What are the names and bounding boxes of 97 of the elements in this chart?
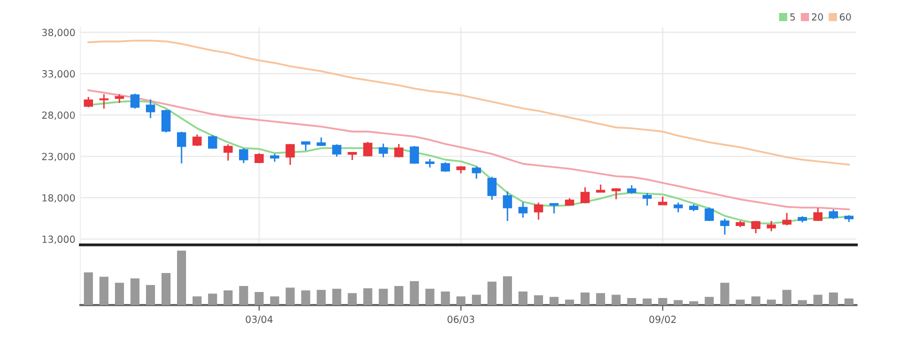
bar [332, 288, 342, 306]
candlestick [580, 186, 590, 204]
candlestick [208, 134, 218, 150]
bar [394, 286, 404, 306]
candlestick [410, 145, 419, 164]
bar [348, 293, 357, 306]
bar [270, 296, 280, 306]
bar [642, 298, 652, 306]
bar [766, 300, 776, 306]
bar [130, 278, 140, 306]
bar [502, 276, 512, 306]
bar [472, 294, 481, 306]
bar [363, 288, 372, 306]
line-series [88, 89, 850, 210]
candlestick [332, 144, 342, 158]
bar [580, 292, 590, 306]
y-tick-label: 23,000 [42, 152, 75, 162]
candlestick [146, 98, 156, 119]
bar [425, 288, 434, 306]
bar [674, 300, 683, 306]
candlestick [440, 162, 450, 173]
candlestick [751, 220, 760, 234]
bar [440, 291, 450, 306]
candlestick [487, 176, 497, 201]
bar [114, 282, 124, 306]
candlestick [549, 202, 559, 214]
candlestick [518, 202, 528, 218]
bar [736, 300, 745, 306]
y-tick-label: 18,000 [42, 194, 75, 203]
bar [162, 272, 171, 306]
bar [782, 290, 792, 306]
candlestick [472, 166, 482, 180]
bar [612, 294, 621, 306]
bar [704, 296, 714, 306]
bar [534, 295, 544, 306]
bar [627, 298, 636, 306]
y-tick-label: 13,000 [42, 236, 75, 244]
candlestick [782, 212, 792, 226]
bar [224, 290, 233, 306]
bar [239, 286, 248, 306]
bar [146, 284, 155, 306]
bar [596, 293, 606, 306]
candlestick [502, 190, 512, 222]
legend-label: 20 [812, 13, 823, 21]
candlestick [224, 144, 233, 162]
candlestick [99, 94, 109, 110]
legend-label: 5 [790, 13, 795, 21]
x-tick-label: 03/04 [246, 316, 273, 324]
x-tick-label: 06/03 [448, 316, 474, 324]
bar [208, 294, 218, 306]
bar [518, 291, 528, 306]
bar [828, 292, 838, 306]
bar [99, 276, 108, 306]
bar [192, 296, 202, 306]
candlestick [239, 147, 248, 164]
x-tick-label: 09/02 [649, 316, 676, 324]
bar [84, 272, 93, 306]
bar [550, 296, 559, 306]
bar [798, 300, 807, 306]
candlestick [378, 142, 388, 158]
candlestick [642, 192, 652, 206]
candlestick [394, 143, 404, 158]
candlestick [130, 92, 140, 110]
y-tick-label: 28,000 [42, 112, 75, 120]
candlestick [828, 208, 838, 220]
line-series [88, 40, 850, 166]
bar [487, 282, 496, 306]
candlestick [674, 202, 683, 213]
candlestick [176, 131, 186, 164]
candlestick [192, 134, 202, 147]
bar [286, 288, 295, 306]
bar [751, 296, 760, 306]
bar [378, 288, 388, 306]
bar [658, 298, 668, 306]
candlestick [704, 206, 714, 222]
bar [316, 290, 326, 306]
candlestick [286, 143, 295, 166]
bar [813, 294, 822, 306]
bar [844, 298, 854, 306]
bar [720, 282, 730, 306]
bar [689, 301, 698, 306]
bar [410, 281, 419, 306]
candlestick [534, 202, 544, 220]
candlestick [720, 218, 730, 236]
bar [565, 300, 574, 306]
bar [177, 250, 186, 306]
candlestick [766, 220, 776, 232]
candlestick [84, 96, 94, 108]
y-tick-label: 38,000 [42, 28, 75, 38]
candlestick [813, 207, 822, 222]
candlestick [363, 141, 372, 157]
legend-label: 60 [840, 13, 851, 21]
candlestick [161, 108, 171, 134]
bar [254, 292, 264, 306]
y-tick-label: 33,000 [42, 70, 75, 78]
bar [301, 290, 310, 306]
bar [456, 296, 466, 306]
